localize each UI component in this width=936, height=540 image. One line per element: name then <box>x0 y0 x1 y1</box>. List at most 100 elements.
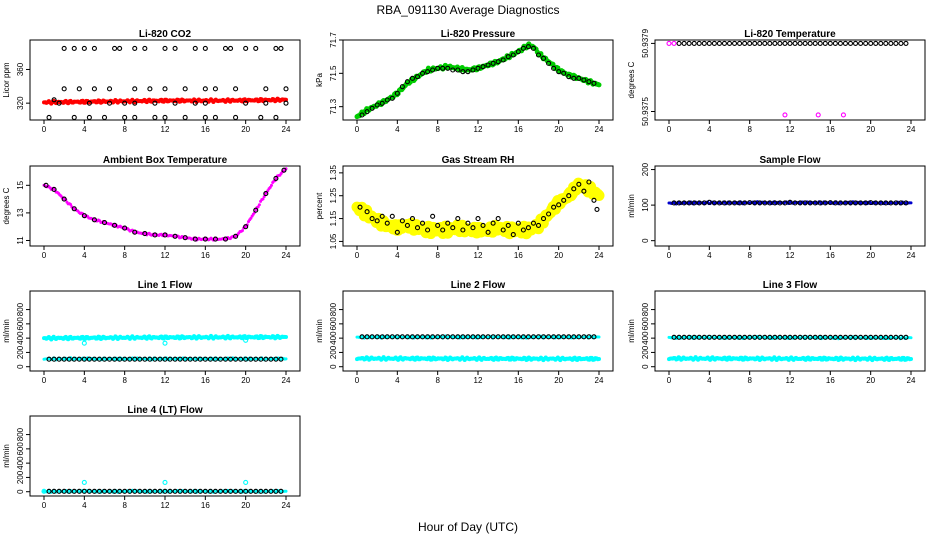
data-point <box>233 233 239 239</box>
data-point <box>475 334 481 340</box>
data-point <box>571 186 577 192</box>
data-point <box>782 334 788 340</box>
data-point <box>409 334 416 340</box>
data-point <box>147 488 153 494</box>
data-point <box>460 69 466 75</box>
y-axis-label: kPa <box>315 73 324 87</box>
x-tick-label: 24 <box>282 501 291 510</box>
data-point <box>742 334 748 340</box>
data-point <box>217 356 224 362</box>
data-point <box>243 224 249 230</box>
data-point <box>253 356 259 362</box>
data-point <box>132 356 138 362</box>
data-point <box>202 45 208 51</box>
data-point <box>430 213 436 219</box>
data-point <box>91 217 97 223</box>
data-point <box>802 40 808 46</box>
data-point <box>419 70 426 76</box>
data-point <box>576 334 582 340</box>
data-point <box>551 204 557 210</box>
data-point <box>737 40 743 46</box>
data-point <box>379 334 385 340</box>
x-tick-label: 12 <box>161 251 170 260</box>
data-point <box>556 69 562 75</box>
data-point <box>273 175 279 181</box>
data-point <box>842 40 849 46</box>
figure-title: RBA_091130 Average Diagnostics <box>376 3 559 17</box>
panel-co2: Li-820 CO2 Licor ppm 0 4 8 12 16 20 24 320 360 <box>2 29 301 134</box>
data-point <box>842 200 849 206</box>
y-tick-label: 200 <box>16 345 25 359</box>
data-point <box>883 200 889 206</box>
data-point <box>162 488 168 494</box>
data-point <box>182 356 188 362</box>
data-point <box>737 334 743 340</box>
data-point <box>535 222 542 228</box>
data-point <box>450 334 456 340</box>
data-point <box>222 236 229 242</box>
data-point <box>233 488 239 494</box>
x-tick-label: 24 <box>907 251 916 260</box>
data-point <box>112 222 118 228</box>
data-point <box>379 100 385 106</box>
data-point <box>172 233 178 239</box>
y-tick-label: 400 <box>16 331 25 345</box>
data-point <box>807 334 813 340</box>
data-point <box>706 334 712 340</box>
x-tick-label: 12 <box>474 125 483 134</box>
data-point <box>61 86 67 92</box>
data-point <box>273 488 279 494</box>
x-tick-label: 24 <box>282 376 291 385</box>
data-layer <box>667 334 913 363</box>
y-tick-label: 71.7 <box>329 32 338 48</box>
data-point <box>832 40 838 46</box>
data-point <box>142 488 148 494</box>
data-point <box>61 45 67 51</box>
x-tick-label: 4 <box>82 376 87 385</box>
band-mark <box>284 489 288 493</box>
x-tick-label: 8 <box>747 125 752 134</box>
data-point <box>676 40 682 46</box>
y-tick-label: 13 <box>16 208 25 217</box>
data-point <box>152 114 158 120</box>
x-tick-label: 16 <box>826 376 835 385</box>
data-point <box>76 356 82 362</box>
x-tick-label: 20 <box>554 251 563 260</box>
data-point <box>716 334 722 340</box>
data-point <box>81 488 87 494</box>
data-point <box>369 216 375 222</box>
data-point <box>147 86 153 92</box>
data-point <box>742 40 748 46</box>
data-point <box>404 79 410 85</box>
data-point <box>893 200 899 206</box>
x-tick-label: 24 <box>595 376 604 385</box>
data-point <box>586 334 592 340</box>
data-point <box>81 213 87 219</box>
panel-line2: Line 2 Flow ml/min 0 4 8 12 16 20 24 0 20040060080… <box>315 280 614 385</box>
data-point <box>132 229 138 235</box>
x-tick-label: 8 <box>435 125 440 134</box>
x-tick-label: 8 <box>122 376 127 385</box>
y-tick-label: 400 <box>641 331 650 345</box>
data-point <box>782 40 788 46</box>
panel-rh: Gas Stream RH percent 0 4 8 12 16 20 24 1.05 1.15 1… <box>315 155 614 260</box>
band-mark <box>245 223 249 227</box>
data-point <box>863 334 869 340</box>
data-point <box>268 356 274 362</box>
x-tick-label: 8 <box>435 376 440 385</box>
data-point <box>852 334 859 340</box>
data-point <box>681 40 687 46</box>
data-point <box>898 334 904 340</box>
data-point <box>127 488 133 494</box>
x-tick-label: 24 <box>595 251 604 260</box>
data-point <box>51 186 57 192</box>
data-point <box>51 356 57 362</box>
data-point <box>505 222 511 228</box>
data-point <box>827 334 833 340</box>
data-point <box>162 45 168 51</box>
x-tick-label: 12 <box>474 251 483 260</box>
data-point <box>137 488 143 494</box>
data-point <box>868 334 874 340</box>
panel-title: Sample Flow <box>759 155 820 166</box>
data-point <box>142 45 148 51</box>
